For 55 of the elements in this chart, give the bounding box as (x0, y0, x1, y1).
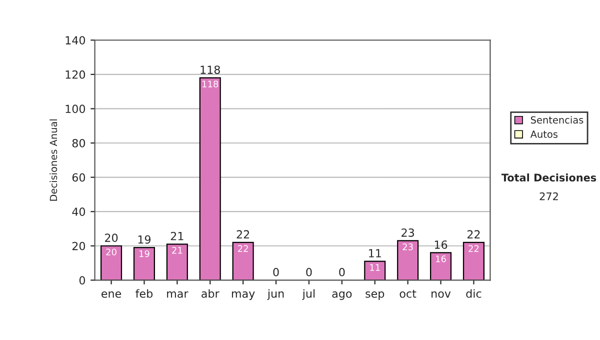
y-tick-label: 100 (66, 104, 86, 114)
y-tick-label: 120 (66, 70, 86, 79)
total-label: 21 (170, 232, 184, 240)
x-tick-label: oct (400, 290, 416, 298)
bar (199, 77, 221, 280)
total-label: 19 (138, 235, 151, 244)
y-tick-label: 20 (72, 242, 86, 250)
bar (364, 260, 386, 280)
text: 272 (540, 192, 558, 200)
data-label: 20 (106, 248, 116, 256)
bar (166, 244, 188, 280)
text: Total Decisiones (501, 173, 596, 182)
data-label: 22 (238, 245, 248, 252)
total-label: 22 (467, 230, 480, 238)
data-label: 118 (202, 80, 218, 88)
x-tick-label: abr (202, 289, 220, 298)
y-axis-title: Decisiones Anual (50, 119, 58, 201)
total-label: 118 (200, 66, 220, 74)
legend-label: Autos (530, 130, 558, 138)
total-label: 0 (339, 268, 345, 276)
total-label: 16 (434, 240, 448, 249)
bar (100, 245, 122, 280)
y-tick-label: 0 (79, 276, 86, 285)
bar (232, 242, 254, 280)
x-tick-label: feb (136, 289, 153, 298)
total-label: 11 (369, 249, 381, 258)
x-tick-label: jul (302, 289, 315, 300)
x-tick-label: ago (332, 291, 352, 300)
x-tick-label: nov (432, 291, 451, 298)
bar (462, 242, 484, 280)
bar (430, 252, 452, 280)
bar (397, 240, 419, 280)
x-tick-label: mar (167, 291, 188, 298)
data-label: 21 (172, 246, 182, 254)
data-label: 16 (436, 255, 446, 262)
data-label: 23 (402, 243, 413, 250)
data-label: 22 (468, 245, 479, 252)
bar (133, 247, 155, 280)
y-tick-label: 140 (66, 36, 86, 44)
x-tick-label: sep (366, 291, 384, 300)
total-label: 20 (105, 234, 118, 242)
total-label: 0 (273, 268, 279, 276)
y-tick-label: 60 (72, 173, 86, 182)
x-tick-label: ene (102, 291, 122, 298)
y-tick-label: 80 (72, 138, 86, 148)
legend-label: Sentencias (530, 116, 584, 124)
data-label: 11 (370, 264, 380, 271)
x-tick-label: may (232, 291, 255, 300)
total-label: 23 (402, 228, 414, 237)
x-tick-label: dic (466, 289, 482, 298)
y-tick-label: 40 (72, 208, 86, 216)
data-label: 19 (139, 250, 150, 258)
total-label: 0 (306, 268, 312, 276)
x-tick-label: jun (267, 289, 284, 300)
total-label: 22 (236, 230, 250, 238)
